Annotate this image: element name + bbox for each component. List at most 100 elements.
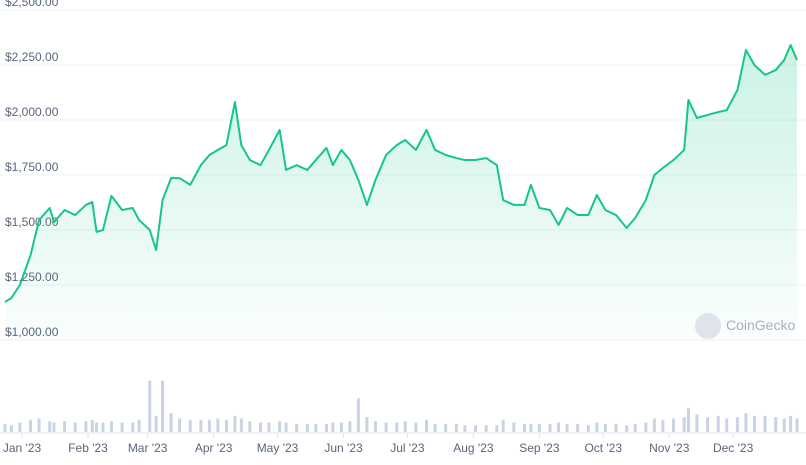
volume-bar [18, 422, 22, 432]
volume-bar [595, 422, 599, 432]
volume-bar [501, 419, 505, 432]
volume-bar [537, 423, 541, 432]
volume-bar [384, 422, 388, 432]
watermark-text: CoinGecko [726, 317, 795, 333]
volume-bar [324, 423, 328, 432]
volume-bar [444, 423, 448, 432]
volume-bar [425, 419, 429, 432]
x-tick-label: Jun '23 [324, 441, 363, 455]
x-tick-label: Nov '23 [649, 441, 690, 455]
y-tick-label: $2,000.00 [5, 105, 59, 119]
volume-bar [131, 422, 135, 432]
volume-bar [305, 423, 309, 432]
x-tick-label: Mar '23 [128, 441, 168, 455]
volume-bar [706, 417, 710, 432]
volume-bar [137, 419, 141, 432]
volume-bar [373, 421, 377, 432]
volume-bar [169, 413, 173, 432]
volume-bar [403, 421, 407, 432]
volume-bar [278, 421, 282, 432]
volume-bar [782, 418, 786, 432]
volume-bar [3, 423, 7, 432]
volume-bar [365, 417, 369, 432]
volume-bar [661, 419, 665, 432]
volume-bar [199, 419, 203, 432]
volume-bar [95, 422, 99, 432]
volume-bar [356, 398, 360, 432]
volume-bar [463, 425, 467, 432]
volume-bar [474, 425, 478, 432]
area [5, 44, 797, 340]
volume-bar [267, 422, 271, 432]
x-tick-label: Apr '23 [195, 441, 233, 455]
volume-bar [744, 413, 748, 432]
volume-bar [522, 423, 526, 432]
volume-bar [295, 423, 299, 432]
volume-bar [716, 415, 720, 432]
volume-bar [90, 419, 94, 432]
volume-bar [154, 415, 158, 432]
volume-bar [233, 415, 237, 432]
volume-bar [484, 425, 488, 432]
x-tick-label: Jan '23 [3, 441, 42, 455]
volume-bar [161, 380, 165, 432]
volume-bar [216, 418, 220, 432]
volume-bar [9, 425, 13, 432]
volume-bar [48, 421, 52, 432]
volume-bar [565, 423, 569, 432]
volume-bar [120, 422, 124, 432]
volume-bar [73, 422, 77, 432]
volume-bar [284, 422, 288, 432]
x-tick-label: Aug '23 [453, 441, 494, 455]
volume-bar [644, 422, 648, 432]
volume-bar [331, 422, 335, 432]
x-tick-label: May '23 [257, 441, 299, 455]
volume-bar [178, 418, 182, 432]
volume-bar [454, 423, 458, 432]
volume-bar [512, 422, 516, 432]
volume-bar [586, 425, 590, 432]
x-tick-label: Feb '23 [68, 441, 108, 455]
volume-bar [414, 422, 418, 432]
price-line [4, 43, 798, 303]
volume-bar [339, 422, 343, 432]
volume-bar [695, 414, 699, 432]
volume-bar [633, 423, 637, 432]
volume-bar [576, 423, 580, 432]
x-tick-label: Jul '23 [390, 441, 425, 455]
volume-bar [239, 418, 243, 432]
volume-bar [752, 415, 756, 432]
volume-bar [652, 418, 656, 432]
volume-bar [433, 423, 437, 432]
volume-bar [29, 419, 33, 432]
volume-bar [52, 422, 56, 432]
volume-bar [795, 418, 799, 432]
x-tick-label: Sep '23 [519, 441, 560, 455]
volume-bar [495, 425, 499, 432]
volume-bar [672, 418, 676, 432]
volume-bar [735, 417, 739, 432]
volume-bar [314, 423, 318, 432]
y-tick-label: $2,500.00 [5, 0, 59, 9]
volume-bar [63, 421, 67, 432]
volume-bar [686, 407, 690, 432]
volume-bar [625, 425, 629, 432]
watermark: CoinGecko [695, 313, 795, 339]
volume-bar [37, 418, 41, 432]
volume-bar [789, 415, 793, 432]
volume-bar [725, 418, 729, 432]
volume-bar [224, 419, 228, 432]
volume-bar [603, 423, 607, 432]
volume-bar [101, 422, 105, 432]
volume-bar [207, 419, 211, 432]
volume-bar [109, 421, 113, 432]
y-tick-label: $2,250.00 [5, 50, 59, 64]
volume-bar [548, 423, 552, 432]
y-tick-label: $1,750.00 [5, 160, 59, 174]
x-tick-label: Oct '23 [584, 441, 622, 455]
volume-bar [258, 422, 262, 432]
volume-bar [774, 417, 778, 432]
volume-bar [395, 422, 399, 432]
volume-bar [529, 423, 533, 432]
